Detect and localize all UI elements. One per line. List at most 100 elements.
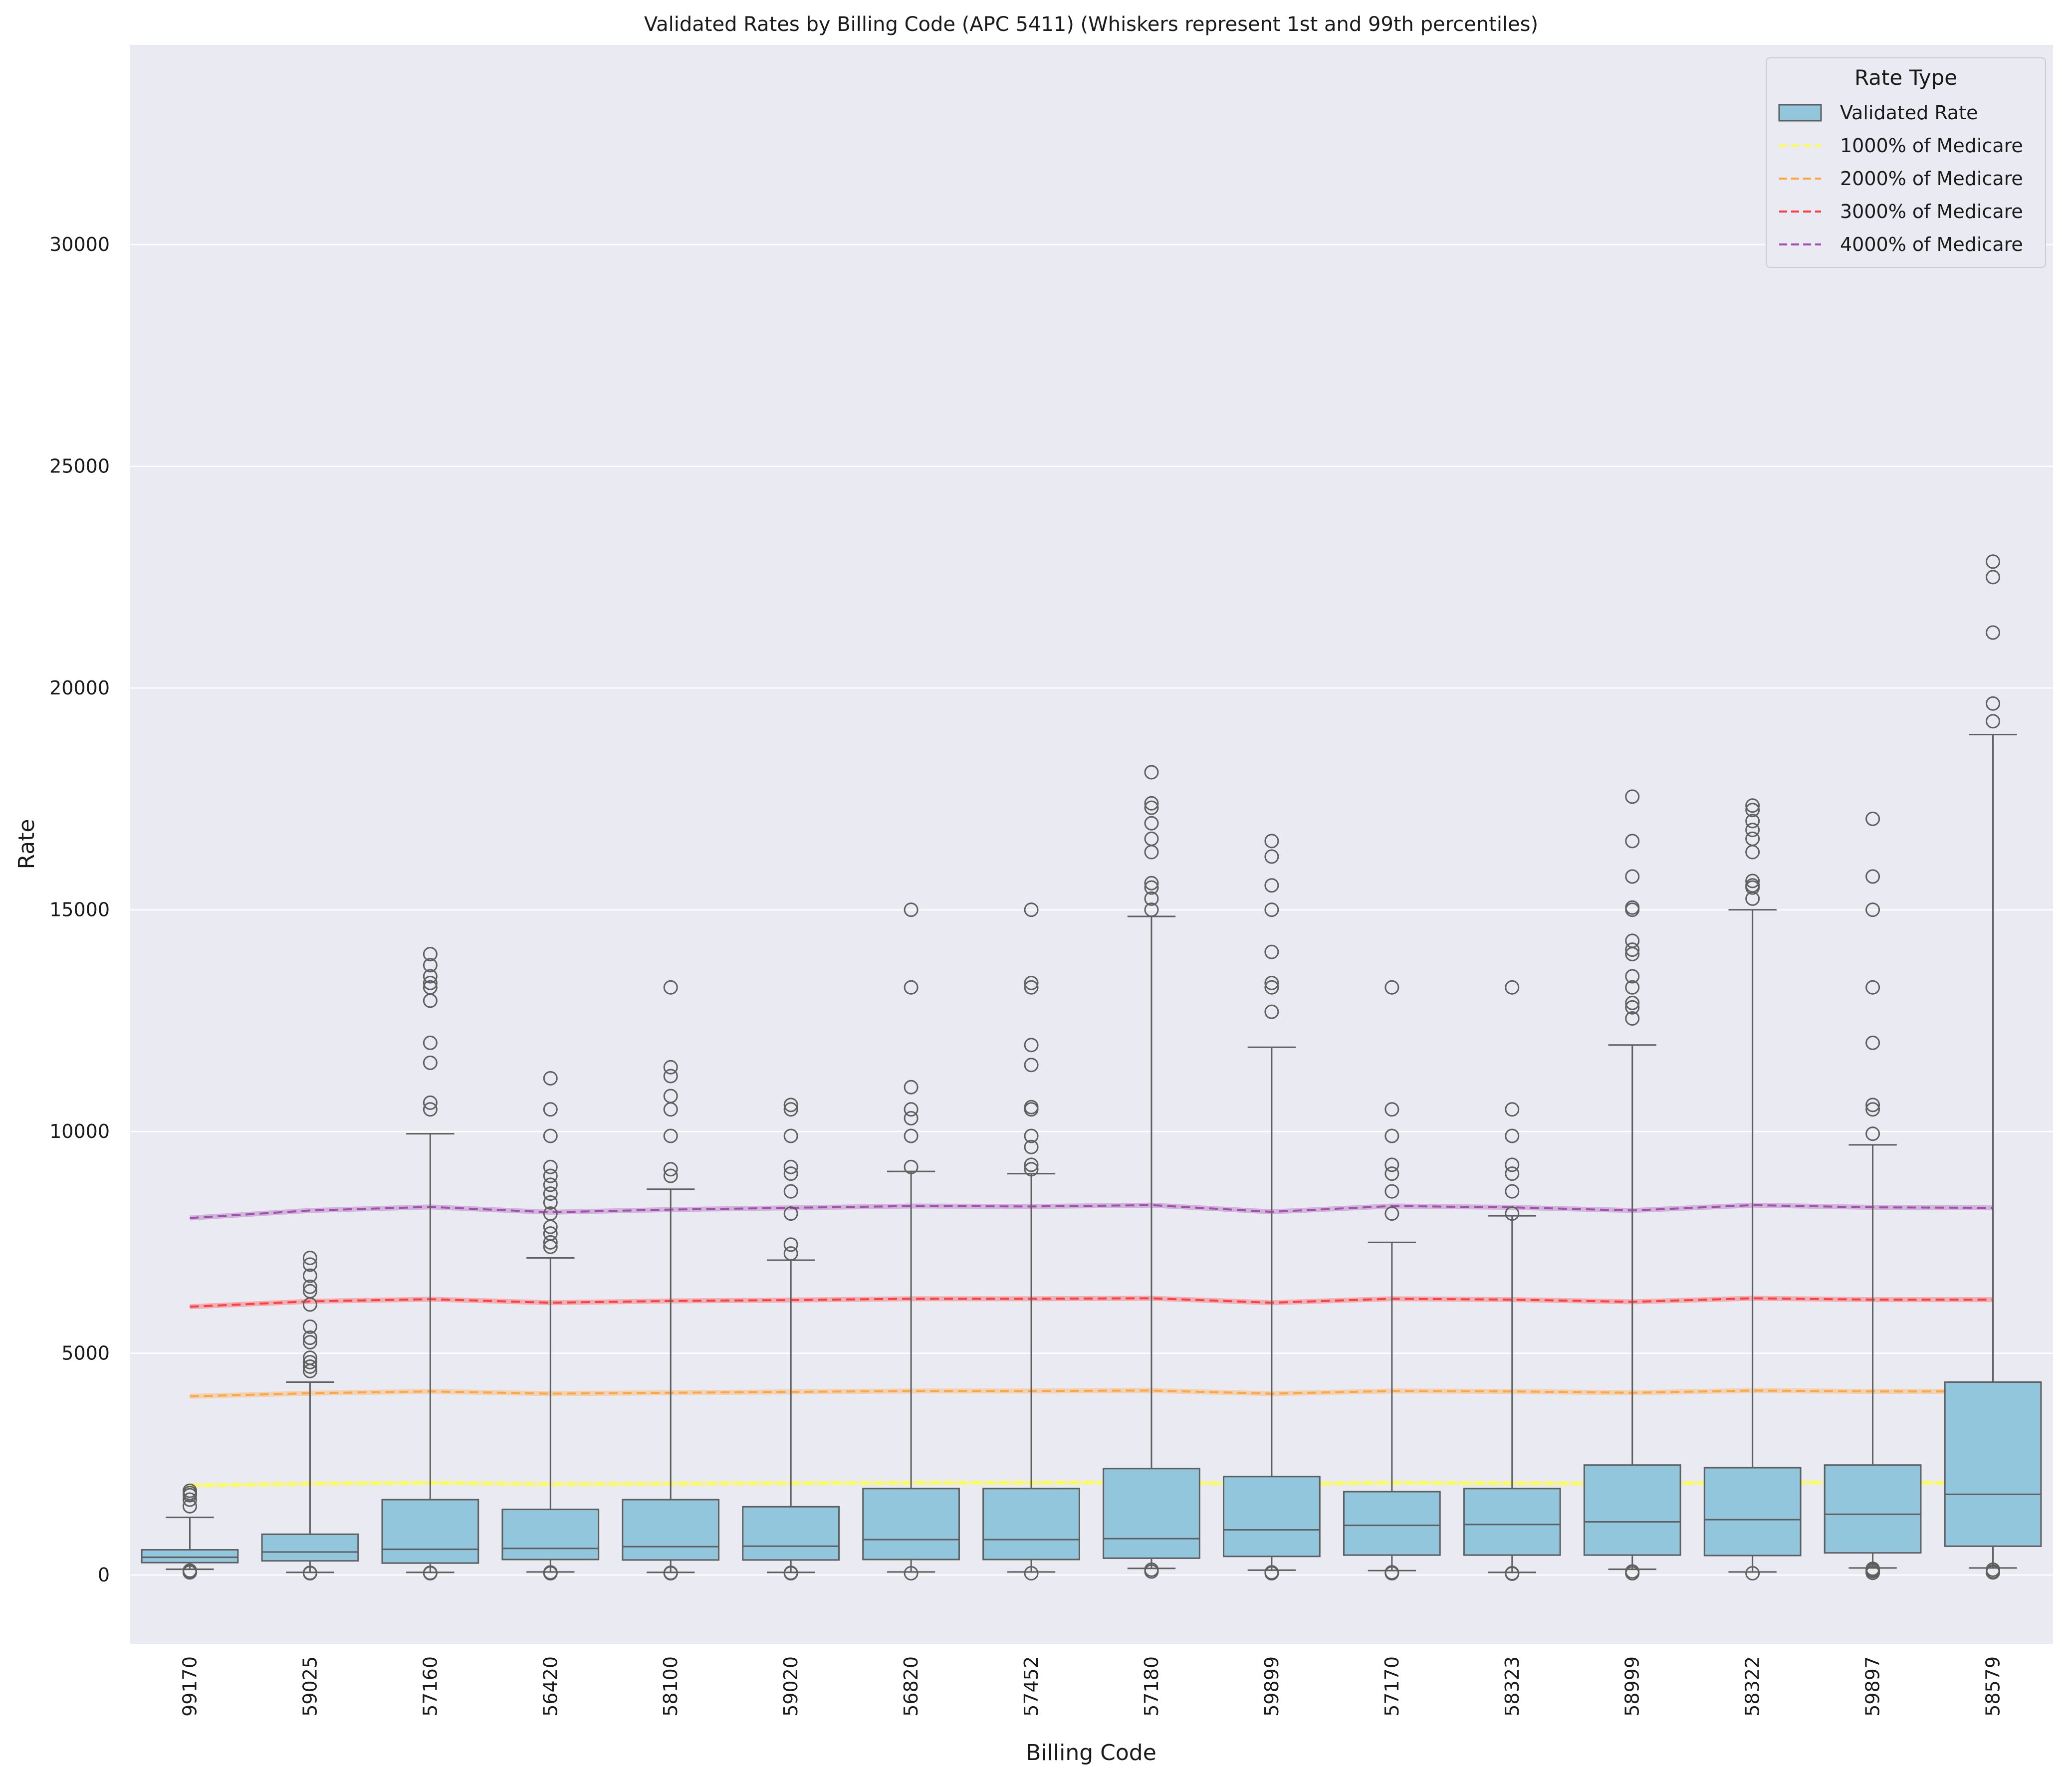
medicare-lines: [190, 1202, 1993, 1488]
box-plots: [141, 554, 2042, 1581]
x-tick-label: 56420: [539, 1656, 561, 1717]
outlier-point: [1024, 1038, 1039, 1053]
outlier-point: [1264, 849, 1279, 864]
outlier-point: [904, 1566, 919, 1581]
box-plot-59025: [261, 1251, 359, 1581]
outlier-point: [783, 1237, 798, 1252]
box-iqr: [1103, 1468, 1200, 1559]
outlier-point: [904, 902, 919, 917]
outlier-point: [302, 1319, 317, 1334]
outlier-point: [1024, 1058, 1039, 1073]
x-axis-label: Billing Code: [1026, 1740, 1156, 1766]
outlier-point: [1625, 834, 1640, 849]
outlier-point: [1865, 1102, 1880, 1117]
outlier-point: [1144, 796, 1159, 811]
outlier-point: [663, 1060, 678, 1075]
outlier-point: [783, 1159, 798, 1174]
x-tick-label: 57160: [419, 1656, 441, 1717]
box-iqr: [381, 1499, 479, 1564]
outlier-point: [423, 1055, 438, 1070]
outlier-point: [1384, 1565, 1399, 1580]
outlier-point: [1625, 1011, 1640, 1026]
x-tick-label: 59020: [780, 1656, 802, 1717]
x-tick-label: 58579: [1982, 1656, 2004, 1717]
outlier-point: [1986, 696, 2001, 711]
box-plot-59020: [742, 1098, 840, 1581]
legend-label: Validated Rate: [1840, 102, 1978, 124]
outlier-point: [1505, 980, 1520, 995]
outlier-point: [1865, 902, 1880, 917]
outlier-point: [1024, 902, 1039, 917]
outlier-point: [423, 1102, 438, 1117]
outlier-point: [1865, 811, 1880, 826]
outlier-point: [783, 1166, 798, 1181]
outlier-point: [1264, 1565, 1279, 1580]
legend-frame: [1766, 57, 2046, 268]
outlier-point: [302, 1279, 317, 1294]
outlier-point: [1144, 816, 1159, 831]
x-tick-label: 58100: [660, 1656, 682, 1717]
outlier-point: [302, 1257, 317, 1272]
y-tick-label: 0: [98, 1564, 110, 1586]
outlier-point: [1865, 1126, 1880, 1141]
outlier-point: [543, 1235, 558, 1250]
y-tick-label: 15000: [49, 899, 110, 921]
outlier-point: [1986, 1562, 2001, 1577]
box-plot-56420: [501, 1071, 600, 1581]
medicare-line: [190, 1481, 1993, 1487]
outlier-point: [302, 1284, 317, 1299]
outlier-point: [1986, 554, 2001, 569]
outlier-point: [1144, 880, 1159, 895]
outlier-point: [783, 1128, 798, 1143]
legend-swatch: [1778, 104, 1822, 122]
outlier-point: [543, 1195, 558, 1210]
medicare-line: [190, 1204, 1993, 1219]
outlier-point: [1505, 1166, 1520, 1181]
y-axis-label: Rate: [14, 819, 39, 870]
outlier-point: [1505, 1102, 1520, 1117]
outlier-point: [302, 1565, 317, 1580]
outlier-point: [904, 1102, 919, 1117]
legend-items: Validated Rate 1000% of Medicare 2000% of …: [1778, 102, 2023, 255]
y-tick-label: 25000: [49, 455, 110, 477]
outlier-point: [1625, 900, 1640, 915]
outlier-point: [1745, 1566, 1760, 1581]
x-tick-labels: 99170 59025 57160 56420 58100 59020 56820 57452…: [179, 1656, 2004, 1717]
outlier-point: [904, 1128, 919, 1143]
medicare-line: [190, 1297, 1993, 1308]
plot-area: [130, 45, 2053, 1644]
outlier-point: [1384, 1102, 1399, 1117]
outlier-point: [1264, 980, 1279, 995]
outlier-point: [1264, 975, 1279, 990]
outlier-point: [302, 1350, 317, 1365]
box-iqr: [1944, 1381, 2042, 1547]
box-iqr: [261, 1533, 359, 1562]
outlier-point: [1625, 933, 1640, 948]
legend-item: 2000% of Medicare: [1779, 168, 2023, 190]
box-plot-58579: [1944, 554, 2042, 1580]
outlier-point: [1865, 1035, 1880, 1050]
outlier-point: [904, 1159, 919, 1174]
y-tick-labels: 0 5000 10000 15000 20000 25000 30000: [49, 233, 110, 1586]
outlier-point: [543, 1206, 558, 1221]
outlier-point: [182, 1563, 197, 1578]
outlier-point: [663, 1565, 678, 1580]
outlier-point: [1505, 1128, 1520, 1143]
outlier-point: [904, 1080, 919, 1095]
outlier-point: [423, 1565, 438, 1580]
legend: Rate Type Validated Rate 1000% of Medicar…: [1766, 57, 2046, 268]
legend-label: 1000% of Medicare: [1840, 135, 2023, 157]
outlier-point: [543, 1177, 558, 1192]
box-iqr: [1223, 1476, 1321, 1557]
box-iqr: [501, 1509, 600, 1560]
box-plot-57180: [1103, 765, 1200, 1579]
outlier-point: [783, 1098, 798, 1112]
outlier-point: [904, 980, 919, 995]
outlier-point: [663, 1128, 678, 1143]
chart-title: Validated Rates by Billing Code (APC 541…: [644, 13, 1538, 36]
x-tick-label: 58999: [1621, 1656, 1643, 1717]
outlier-point: [1625, 1564, 1640, 1579]
outlier-point: [543, 1226, 558, 1241]
outlier-point: [423, 975, 438, 990]
x-tick-label: 58323: [1501, 1656, 1523, 1717]
